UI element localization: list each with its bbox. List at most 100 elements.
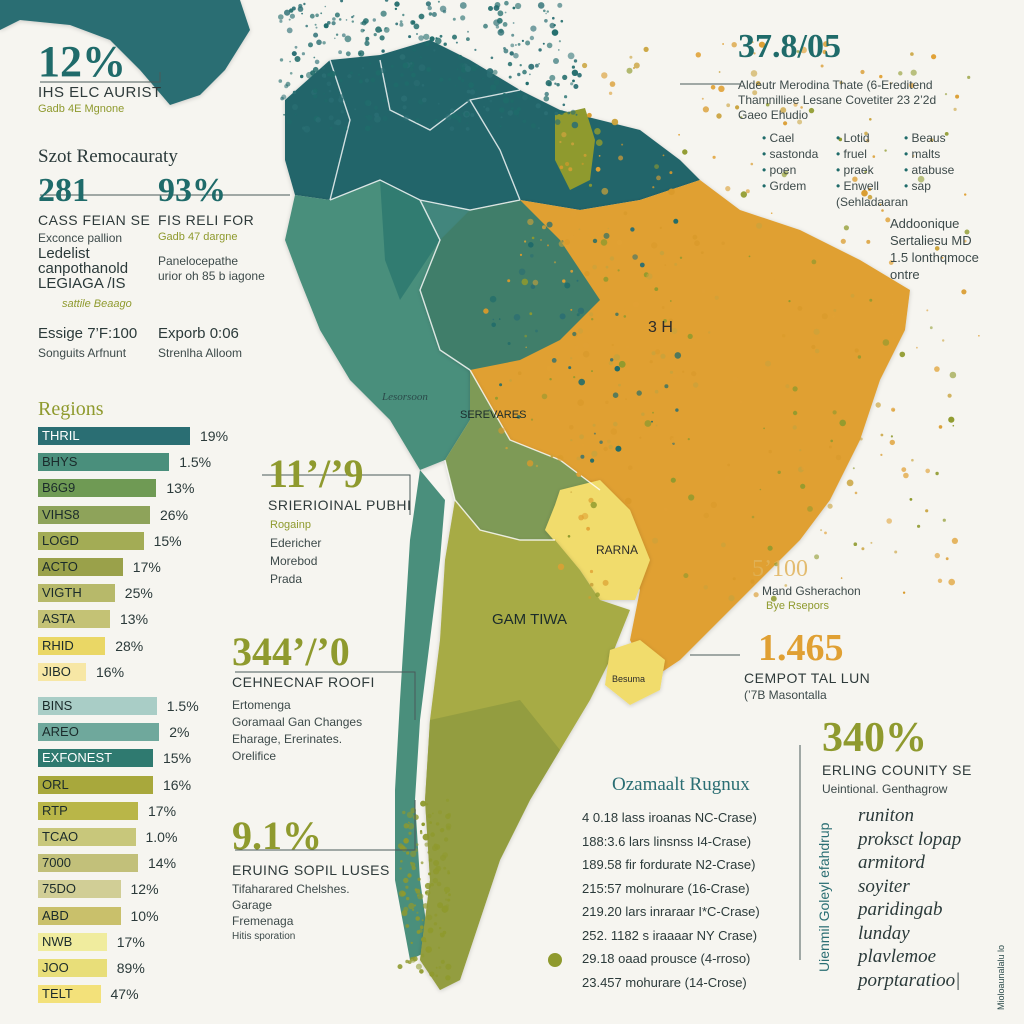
scatter-dot bbox=[434, 913, 438, 917]
scatter-dot bbox=[554, 111, 559, 116]
scatter-dot bbox=[375, 26, 382, 33]
scatter-dot bbox=[456, 68, 459, 71]
scatter-dot bbox=[768, 449, 772, 454]
scatter-dot bbox=[460, 15, 466, 21]
scatter-dot bbox=[610, 428, 617, 435]
scatter-dot bbox=[420, 953, 425, 958]
scatter-dot bbox=[395, 22, 399, 26]
stat-340-caption: ERLING COUNITY SE bbox=[822, 762, 972, 778]
scatter-dot bbox=[408, 902, 415, 910]
scatter-dot bbox=[783, 121, 788, 126]
scatter-dot bbox=[875, 402, 881, 408]
scatter-dot bbox=[364, 125, 371, 132]
scatter-dot bbox=[702, 106, 710, 113]
stat-top-left-caption: IHS ELC AURIST bbox=[38, 84, 162, 101]
scatter-dot bbox=[832, 314, 836, 319]
scatter-dot bbox=[726, 103, 731, 108]
stat-91-l3: Fremenaga bbox=[232, 914, 294, 928]
scatter-dot bbox=[630, 227, 635, 232]
scatter-dot bbox=[978, 335, 980, 337]
scatter-dot bbox=[370, 77, 376, 83]
scatter-dot bbox=[410, 862, 416, 868]
scatter-dot bbox=[710, 85, 716, 90]
scatter-dot bbox=[338, 50, 342, 55]
scatter-dot bbox=[329, 70, 336, 78]
scatter-dot bbox=[879, 74, 883, 79]
bottom-stat-list: 4 0.18 lass iroanas NC-Crase) 188:3.6 lar… bbox=[582, 806, 760, 994]
stat-1465-value: 1.465 bbox=[758, 627, 844, 669]
bar-pct: 2% bbox=[169, 724, 190, 741]
scatter-dot bbox=[433, 860, 440, 866]
scatter-dot bbox=[403, 877, 409, 884]
scatter-dot bbox=[429, 821, 433, 824]
scatter-dot bbox=[308, 42, 313, 48]
scatter-dot bbox=[963, 239, 967, 243]
bar-row: B6G9 13% bbox=[38, 479, 238, 498]
bar-pct: 19% bbox=[200, 428, 229, 444]
scatter-dot bbox=[474, 48, 477, 52]
scatter-dot bbox=[655, 424, 658, 427]
scatter-dot bbox=[439, 932, 444, 936]
scatter-dot bbox=[879, 203, 882, 206]
scatter-dot bbox=[528, 96, 533, 101]
scatter-dot bbox=[459, 2, 467, 9]
scatter-dot bbox=[727, 463, 731, 467]
stat-1465-caption: CEMPOT TAL LUN bbox=[744, 670, 871, 686]
bar-row: JIBO 16% bbox=[38, 662, 238, 681]
scatter-dot bbox=[588, 497, 594, 503]
stat-essige: Essige 7’F:100 bbox=[38, 325, 138, 342]
map-label-chile-coast: Lesorsoon bbox=[381, 391, 428, 403]
scatter-dot bbox=[880, 453, 883, 456]
scatter-dot bbox=[753, 592, 759, 598]
scatter-dot bbox=[419, 925, 424, 930]
scatter-dot bbox=[401, 846, 407, 852]
scatter-dot bbox=[625, 345, 630, 349]
scatter-dot bbox=[967, 75, 971, 79]
scatter-dot bbox=[903, 472, 909, 479]
scatter-dot bbox=[821, 313, 828, 320]
scatter-dot bbox=[679, 256, 683, 259]
scatter-dot bbox=[571, 65, 576, 69]
bar bbox=[38, 662, 86, 681]
north-region bbox=[285, 40, 700, 210]
scatter-dot bbox=[589, 569, 594, 574]
scatter-dot bbox=[542, 225, 546, 230]
scatter-dot bbox=[839, 419, 846, 427]
island-dot bbox=[548, 953, 562, 967]
scatter-dot bbox=[394, 7, 398, 11]
bar-label: VIGTH bbox=[42, 585, 82, 601]
scatter-dot bbox=[587, 360, 590, 363]
scatter-dot bbox=[571, 142, 575, 146]
scatter-dot bbox=[608, 91, 613, 96]
scatter-dot bbox=[714, 295, 719, 300]
scatter-dot bbox=[483, 308, 489, 314]
scatter-dot bbox=[576, 456, 581, 461]
scatter-dot bbox=[415, 118, 420, 123]
scatter-dot bbox=[529, 35, 535, 41]
scatter-dot bbox=[934, 552, 940, 559]
scatter-dot bbox=[559, 165, 564, 170]
scatter-dot bbox=[703, 512, 709, 519]
bar bbox=[38, 453, 170, 472]
scatter-dot bbox=[530, 284, 536, 290]
scatter-dot bbox=[774, 562, 779, 567]
scatter-dot bbox=[675, 408, 679, 412]
scatter-dot bbox=[656, 175, 661, 181]
note-line-3: LEGIAGA /IS bbox=[38, 275, 126, 292]
scatter-dot bbox=[552, 16, 555, 20]
scatter-dot bbox=[618, 155, 624, 161]
scatter-dot bbox=[580, 234, 583, 237]
scatter-dot bbox=[651, 351, 656, 356]
scatter-dot bbox=[328, 97, 334, 103]
scatter-dot bbox=[558, 240, 565, 247]
scatter-dot bbox=[562, 103, 566, 107]
scatter-dot bbox=[600, 239, 608, 246]
scatter-dot bbox=[674, 187, 678, 191]
scatter-dot bbox=[850, 293, 855, 298]
stat-11-l3: Morebod bbox=[270, 554, 318, 568]
scatter-dot bbox=[431, 12, 437, 17]
stat-11-l2: Edericher bbox=[270, 536, 322, 550]
scatter-dot bbox=[481, 77, 485, 80]
scatter-dot bbox=[721, 241, 725, 245]
scatter-dot bbox=[403, 906, 409, 912]
